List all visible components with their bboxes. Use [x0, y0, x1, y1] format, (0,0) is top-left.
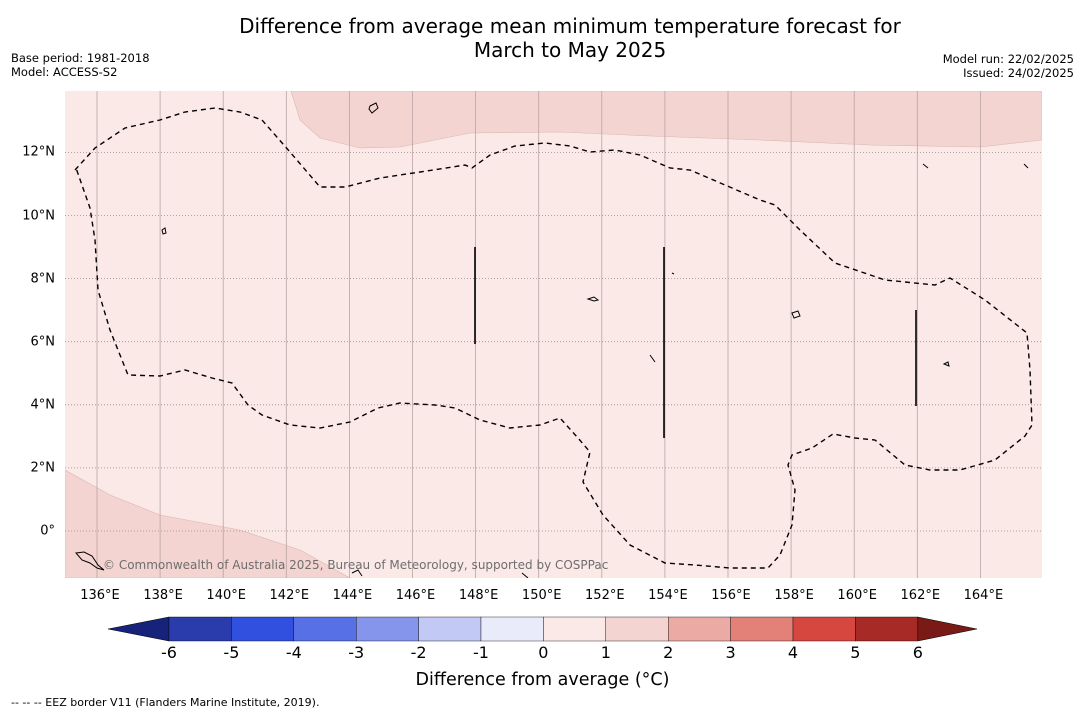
- colorbar-tick-label: 1: [600, 643, 611, 662]
- colorbar-tick-label: 6: [912, 643, 923, 662]
- colorbar-segment: [668, 616, 731, 642]
- colorbar-tick-label: -5: [223, 643, 240, 662]
- x-tick-label: 156°E: [711, 588, 751, 603]
- title-line-1: Difference from average mean minimum tem…: [239, 14, 901, 38]
- x-tick-label: 152°E: [585, 588, 625, 603]
- colorbar-tick-label: 4: [787, 643, 799, 662]
- colorbar-segment: [168, 616, 232, 642]
- colorbar-segment: [418, 616, 482, 642]
- colorbar-segment: [730, 616, 794, 642]
- title-line-2: March to May 2025: [473, 38, 667, 62]
- gridlines: [65, 91, 1042, 578]
- x-tick-label: 148°E: [458, 588, 499, 603]
- colorbar-tick-label: 3: [725, 643, 736, 662]
- x-tick-label: 138°E: [143, 588, 183, 603]
- chart-title: Difference from average mean minimum tem…: [180, 14, 960, 62]
- base-period-text: Base period: 1981-2018: [11, 51, 150, 65]
- colorbar-segment: [605, 616, 669, 642]
- x-tick-label: 160°E: [837, 588, 877, 603]
- colorbar-segment: [480, 616, 544, 642]
- y-tick-label: 2°N: [30, 460, 56, 476]
- x-tick-label: 158°E: [774, 588, 814, 603]
- x-tick-label: 140°E: [206, 588, 246, 603]
- colorbar-segment: [231, 616, 294, 642]
- x-tick-label: 146°E: [395, 588, 436, 603]
- colorbar-tick-label: -3: [348, 643, 365, 662]
- eez-border: [74, 107, 1033, 569]
- colorbar-tick-label: 5: [850, 643, 861, 662]
- colorbar-tick-label: -4: [285, 643, 302, 662]
- y-tick-label: 10°N: [22, 208, 55, 223]
- y-tick-label: 12°N: [22, 144, 55, 160]
- map-background: [65, 91, 1042, 578]
- x-tick-label: 144°E: [332, 588, 373, 603]
- colorbar-segment: [543, 616, 607, 642]
- x-tick-label: 154°E: [648, 588, 688, 603]
- colorbar-extend-low: [107, 616, 170, 642]
- x-tick-label: 162°E: [900, 588, 941, 603]
- colorbar-tick-label: -6: [161, 643, 177, 662]
- colorbar-segment: [356, 616, 419, 642]
- colorbar-tick-label: 0: [538, 643, 549, 662]
- model-run-text: Model run: 22/02/2025: [942, 52, 1074, 66]
- eez-footnote: -- -- -- EEZ border V11 (Flanders Marine…: [11, 696, 320, 709]
- model-text: Model: ACCESS-S2: [11, 65, 118, 79]
- copyright-text: © Commonwealth of Australia 2025, Bureau…: [103, 558, 609, 572]
- colorbar-extend-high: [917, 616, 978, 642]
- colorbar-segment: [792, 616, 856, 642]
- issued-text: Issued: 24/02/2025: [963, 66, 1074, 80]
- colorbar-tick-label: -2: [410, 643, 427, 662]
- x-tick-label: 150°E: [521, 588, 562, 603]
- y-tick-label: 6°N: [30, 334, 56, 350]
- x-tick-label: 136°E: [80, 588, 120, 603]
- x-tick-label: 142°E: [269, 588, 310, 603]
- colorbar: [107, 616, 978, 642]
- colorbar-segment: [293, 616, 357, 642]
- colorbar-tick-label: -1: [473, 643, 489, 662]
- y-tick-label: 4°N: [30, 397, 56, 413]
- y-tick-label: 0°: [40, 523, 55, 539]
- colorbar-segment: [855, 616, 919, 642]
- meridian-markers: [474, 247, 917, 438]
- x-tick-label: 164°E: [963, 588, 1004, 603]
- colorbar-tick-label: 2: [663, 643, 674, 662]
- islands: [75, 102, 1029, 578]
- warm-region-southwest: [65, 469, 351, 578]
- y-tick-label: 8°N: [30, 271, 56, 287]
- colorbar-label: Difference from average (°C): [415, 670, 670, 690]
